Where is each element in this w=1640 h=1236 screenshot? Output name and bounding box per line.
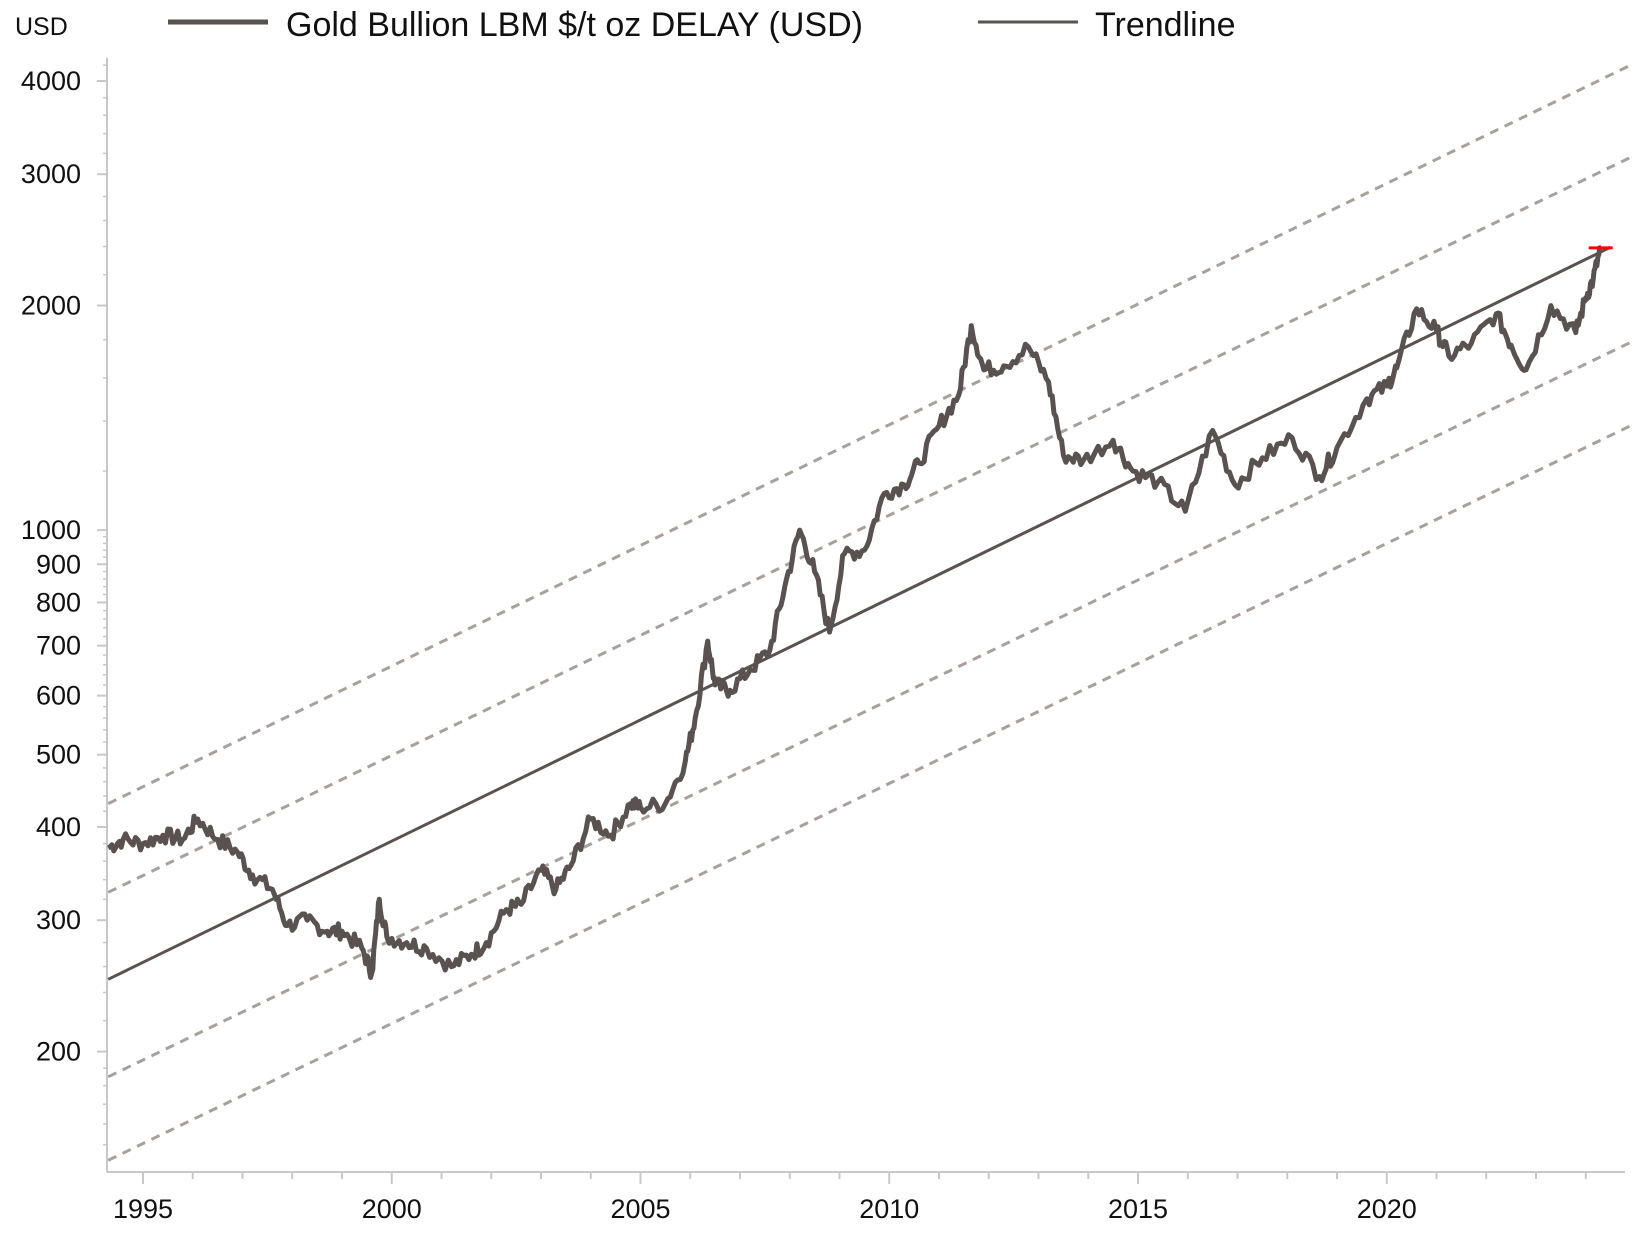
y-tick-label: 700 [36, 631, 81, 661]
y-tick-label: 600 [36, 681, 81, 711]
x-tick-label: 2020 [1357, 1194, 1417, 1224]
deviation-bands [107, 63, 1632, 1162]
deviation-band-4 [107, 424, 1632, 1162]
legend-label-gold: Gold Bullion LBM $/t oz DELAY (USD) [286, 6, 863, 44]
y-unit-label: USD [15, 13, 68, 41]
deviation-band-1 [107, 63, 1632, 805]
y-tick-label: 3000 [21, 159, 81, 189]
y-tick-label: 200 [36, 1037, 81, 1067]
legend-label-trendline: Trendline [1095, 6, 1235, 44]
y-tick-label: 900 [36, 549, 81, 579]
trendline [107, 245, 1612, 981]
x-tick-label: 2000 [362, 1194, 422, 1224]
legend: Gold Bullion LBM $/t oz DELAY (USD) Tren… [168, 6, 1235, 44]
x-tick-label: 2010 [859, 1194, 919, 1224]
axes: 200 300 400 500 600 700 800 900 1000 2000 3000 4000… [21, 57, 1625, 1224]
y-tick-label: 1000 [21, 515, 81, 545]
y-tick-label: 500 [36, 740, 81, 770]
deviation-band-3 [107, 341, 1632, 1079]
y-tick-label: 2000 [21, 291, 81, 321]
x-tick-label: 1995 [113, 1194, 173, 1224]
y-tick-label: 4000 [21, 66, 81, 96]
y-tick-label: 300 [36, 905, 81, 935]
deviation-band-2 [107, 156, 1632, 894]
gold-price-line [107, 245, 1603, 980]
series [107, 245, 1613, 981]
x-tick-label: 2015 [1108, 1194, 1168, 1224]
y-tick-label: 800 [36, 587, 81, 617]
x-tick-label: 2005 [610, 1194, 670, 1224]
y-tick-label: 400 [36, 812, 81, 842]
